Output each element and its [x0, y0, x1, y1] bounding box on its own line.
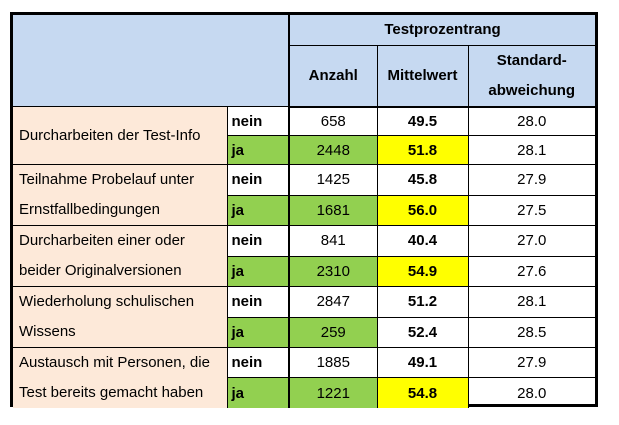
anzahl-cell: 259: [288, 316, 377, 348]
row-label-austausch: Austausch mit Personen, die Test bereits…: [13, 347, 227, 408]
row-label-test-info: Durcharbeiten der Test-Info: [13, 106, 227, 165]
row-label-line2: Wissens: [19, 323, 76, 340]
mittelwert-cell: 51.8: [376, 135, 468, 165]
sd-cell: 28.0: [467, 377, 596, 408]
nein-label: nein: [226, 347, 289, 378]
results-table: Testprozentrang Anzahl Mittelwert Standa…: [13, 15, 596, 408]
mittelwert-cell: 52.4: [376, 316, 468, 348]
sd-cell: 28.1: [467, 135, 596, 165]
sd-cell: 28.5: [467, 316, 596, 348]
row-label-line2: Test bereits gemacht haben: [19, 384, 204, 401]
sd-cell: 28.0: [467, 106, 596, 136]
header-mittelwert: Mittelwert: [376, 45, 468, 108]
row-label-line2: beider Originalversionen: [19, 262, 182, 279]
row-label-probelauf: Teilnahme Probelauf unter Ernstfallbedin…: [13, 164, 227, 226]
anzahl-cell: 2847: [288, 286, 377, 317]
anzahl-cell: 1885: [288, 347, 377, 378]
sd-cell: 27.9: [467, 347, 596, 378]
anzahl-cell: 1425: [288, 164, 377, 195]
anzahl-cell: 1681: [288, 194, 377, 226]
ja-label: ja: [226, 316, 289, 348]
row-label-line1: Wiederholung schulischen: [19, 293, 195, 310]
mittelwert-cell: 45.8: [376, 164, 468, 195]
anzahl-cell: 2448: [288, 135, 377, 165]
sd-cell: 28.1: [467, 286, 596, 317]
ja-label: ja: [226, 255, 289, 287]
row-label-line2: Ernstfallbedingungen: [19, 201, 160, 218]
sd-cell: 27.9: [467, 164, 596, 195]
sd-cell: 27.0: [467, 225, 596, 256]
mittelwert-cell: 56.0: [376, 194, 468, 226]
row-label-line1: Durcharbeiten einer oder: [19, 232, 185, 249]
ja-label: ja: [226, 135, 289, 165]
anzahl-cell: 841: [288, 225, 377, 256]
row-label-line1: Teilnahme Probelauf unter: [19, 171, 195, 188]
row-label-schulisches-wissen: Wiederholung schulischen Wissens: [13, 286, 227, 348]
ja-label: ja: [226, 194, 289, 226]
nein-label: nein: [226, 164, 289, 195]
nein-label: nein: [226, 286, 289, 317]
nein-label: nein: [226, 106, 289, 136]
results-table-frame: Testprozentrang Anzahl Mittelwert Standa…: [10, 12, 598, 408]
header-sd-line1: Standard-: [496, 51, 567, 69]
sd-cell: 27.5: [467, 194, 596, 226]
row-label-line1: Austausch mit Personen, die: [19, 354, 210, 371]
anzahl-cell: 1221: [288, 377, 377, 408]
anzahl-cell: 658: [288, 106, 377, 136]
anzahl-cell: 2310: [288, 255, 377, 287]
row-label-line1: Durcharbeiten der Test-Info: [19, 126, 201, 144]
header-anzahl: Anzahl: [288, 45, 377, 108]
mittelwert-cell: 51.2: [376, 286, 468, 317]
ja-label: ja: [226, 377, 289, 408]
mittelwert-cell: 49.1: [376, 347, 468, 378]
header-group-title: Testprozentrang: [287, 15, 596, 46]
mittelwert-cell: 54.8: [376, 377, 468, 408]
sd-cell: 27.6: [467, 255, 596, 287]
header-standardabweichung: Standard- abweichung: [467, 45, 596, 108]
mittelwert-cell: 49.5: [376, 106, 468, 136]
nein-label: nein: [226, 225, 289, 256]
row-label-originalversionen: Durcharbeiten einer oder beider Original…: [13, 225, 227, 287]
header-empty-cell: [13, 15, 289, 107]
header-sd-line2: abweichung: [488, 81, 576, 99]
mittelwert-cell: 40.4: [376, 225, 468, 256]
mittelwert-cell: 54.9: [376, 255, 468, 287]
